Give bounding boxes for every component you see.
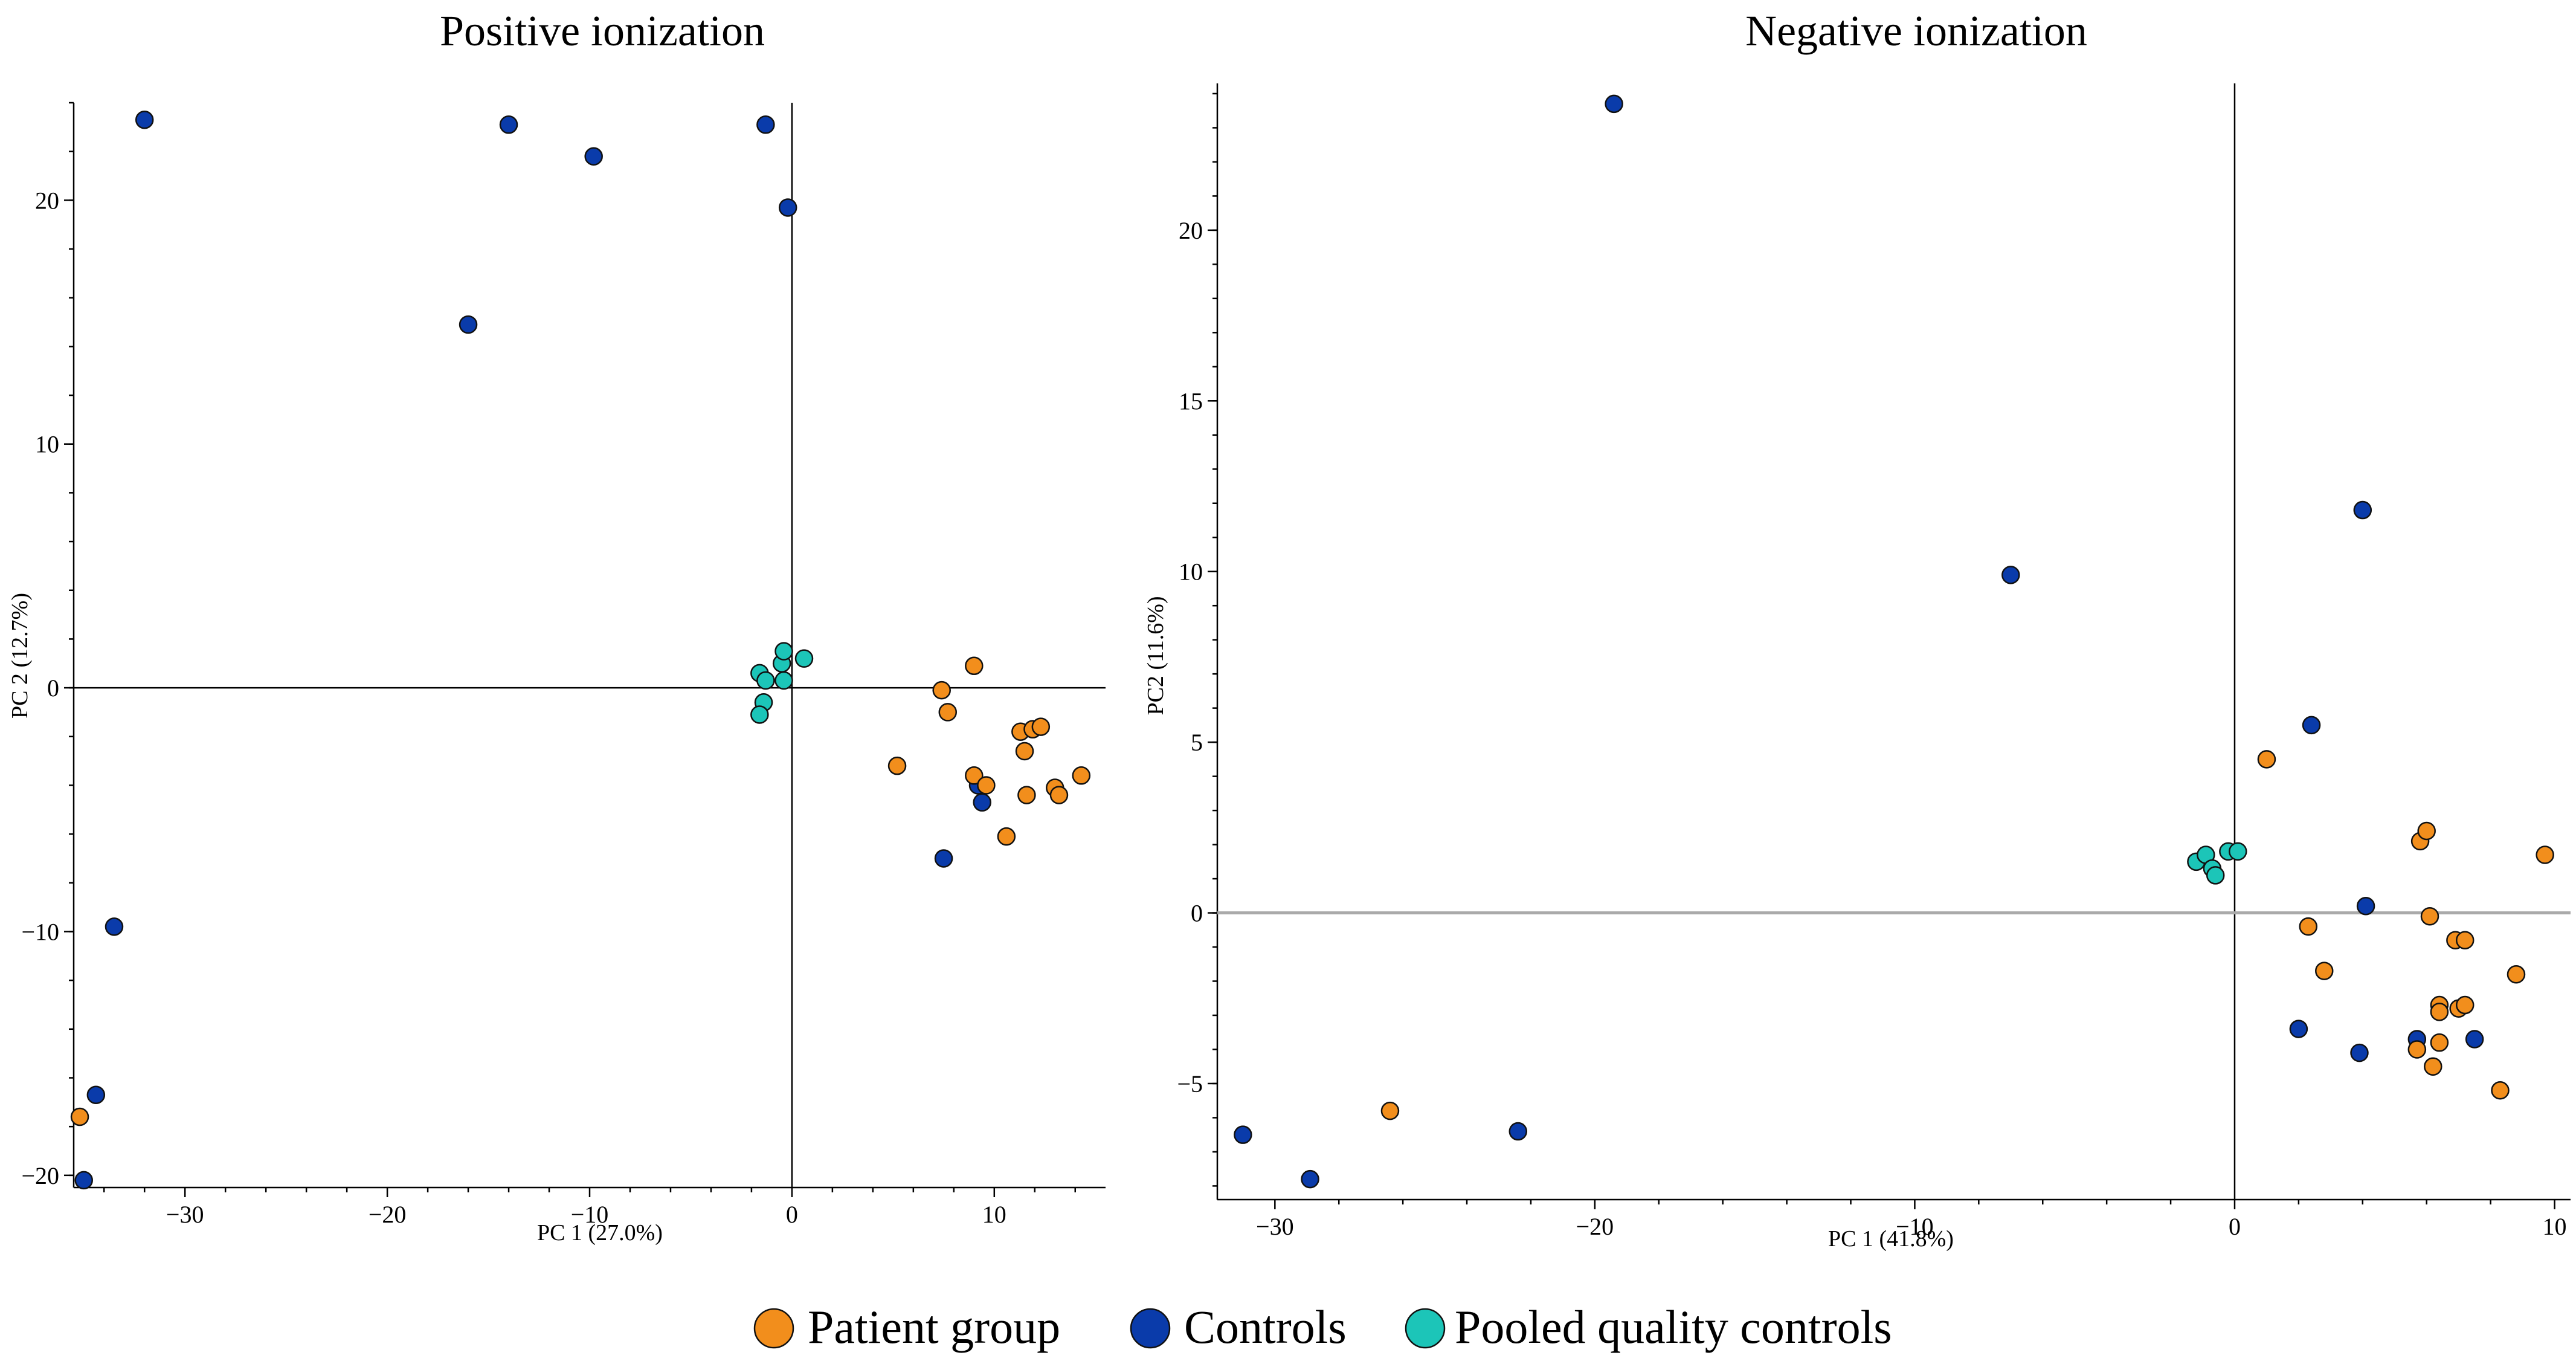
axes-and-ticks: −30 −20 −10 0 10 −5 0 5 10 15 20	[1177, 83, 2571, 1240]
control-data-point	[756, 115, 775, 134]
patient-data-point	[2420, 907, 2439, 926]
x-tick-label: −30	[166, 1201, 204, 1228]
control-data-point	[2356, 896, 2375, 916]
chart-title: Negative ionization	[1745, 7, 2087, 55]
y-tick-label: −10	[21, 918, 59, 945]
patient-data-point	[965, 766, 984, 785]
legend-patient-label: Patient group	[808, 1301, 1060, 1353]
qc-data-point	[750, 705, 769, 724]
y-tick-label: 15	[1179, 387, 1203, 415]
patient-data-point	[2491, 1081, 2510, 1100]
control-data-point	[584, 147, 603, 166]
control-data-point	[934, 849, 953, 868]
qc-data-point	[774, 671, 793, 690]
control-data-point	[2353, 500, 2372, 520]
patient-data-point	[1072, 766, 1091, 785]
control-data-point	[135, 110, 154, 129]
control-data-point	[105, 917, 124, 936]
control-data-point	[2465, 1030, 2484, 1049]
patient-data-point	[1049, 786, 1069, 804]
chart-title: Positive ionization	[440, 7, 765, 55]
patient-data-point	[2257, 750, 2276, 769]
x-tick-label: −20	[369, 1201, 407, 1228]
qc-data-point	[794, 649, 814, 668]
patient-data-point	[2299, 917, 2318, 936]
patient-data-point	[2430, 1033, 2449, 1052]
qc-data-point	[756, 671, 775, 690]
control-data-point	[2001, 566, 2020, 584]
control-data-point	[459, 315, 478, 334]
control-data-point	[74, 1171, 93, 1190]
patient-data-point	[2507, 965, 2526, 984]
x-tick-label: −10	[571, 1201, 609, 1228]
x-axis-label: PC 1 (41.8%)	[1828, 1226, 1954, 1252]
qc-data-point	[774, 642, 793, 661]
control-data-point	[2289, 1020, 2308, 1038]
patient-data-point	[1015, 742, 1034, 761]
y-tick-label: 10	[1179, 558, 1203, 586]
x-tick-label: −30	[1256, 1213, 1294, 1240]
legend-qc-marker	[1405, 1308, 1446, 1349]
y-tick-label: 20	[1179, 217, 1203, 244]
x-axis-label: PC 1 (27.0%)	[537, 1220, 663, 1246]
qc-data-point	[2206, 866, 2225, 885]
axes-and-ticks: −30 −20 −10 0 10 −20 −10 0 10 20	[21, 102, 1106, 1228]
patient-data-point	[932, 680, 951, 700]
y-axis-label: PC2 (11.6%)	[1143, 596, 1168, 715]
patient-data-point	[887, 756, 907, 775]
patient-data-point	[2430, 1003, 2449, 1021]
patient-data-point	[938, 703, 958, 722]
patient-data-point	[2407, 1040, 2427, 1059]
x-tick-label: 10	[2543, 1213, 2567, 1240]
x-tick-label: 10	[982, 1201, 1006, 1228]
x-tick-label: 0	[786, 1201, 798, 1228]
patient-data-point	[1031, 717, 1051, 736]
data-points	[70, 110, 1091, 1190]
control-data-point	[973, 793, 991, 812]
patient-data-point	[70, 1107, 89, 1126]
patient-data-point	[1380, 1101, 1400, 1120]
legend-patient-marker	[753, 1308, 794, 1349]
legend-control-marker	[1130, 1308, 1171, 1349]
control-data-point	[2350, 1043, 2369, 1062]
control-data-point	[1234, 1125, 1252, 1144]
legend: Patient group Controls Pooled quality co…	[753, 1301, 1892, 1353]
patient-data-point	[2455, 931, 2475, 949]
patient-data-point	[2455, 995, 2475, 1015]
patient-data-point	[2536, 845, 2554, 864]
x-tick-label: −20	[1576, 1213, 1614, 1240]
control-data-point	[778, 198, 797, 217]
negative-ionization-chart: Negative ionization −30 −20 −10 0 10 −5 0 5 10 15…	[1143, 7, 2571, 1252]
y-tick-label: 0	[47, 674, 59, 702]
y-tick-label: −5	[1177, 1070, 1203, 1097]
patient-data-point	[977, 776, 996, 795]
y-tick-label: 20	[35, 187, 59, 214]
x-tick-label: 0	[2229, 1213, 2241, 1240]
control-data-point	[1301, 1169, 1319, 1189]
y-tick-label: −20	[21, 1162, 59, 1189]
control-data-point	[1605, 94, 1623, 114]
patient-data-point	[965, 656, 984, 676]
data-points	[1234, 94, 2554, 1189]
positive-ionization-chart: Positive ionization −30 −20 −10 0 10 −20 −10 0 1…	[7, 7, 1106, 1246]
control-data-point	[1509, 1122, 1528, 1141]
control-data-point	[86, 1085, 106, 1104]
legend-qc-label: Pooled quality controls	[1455, 1301, 1892, 1353]
x-tick-label: −10	[1896, 1213, 1934, 1240]
y-tick-label: 10	[35, 431, 59, 458]
y-tick-label: 5	[1191, 729, 1203, 756]
qc-data-point	[2229, 842, 2247, 861]
patient-data-point	[997, 827, 1016, 846]
y-tick-label: 0	[1191, 900, 1203, 927]
y-axis-label: PC 2 (12.7%)	[7, 593, 33, 719]
patient-data-point	[2424, 1057, 2442, 1076]
patient-data-point	[1017, 786, 1036, 804]
control-data-point	[499, 115, 518, 134]
patient-data-point	[2314, 962, 2334, 980]
control-data-point	[2302, 716, 2321, 735]
patient-data-point	[2417, 821, 2436, 841]
legend-control-label: Controls	[1184, 1301, 1347, 1353]
